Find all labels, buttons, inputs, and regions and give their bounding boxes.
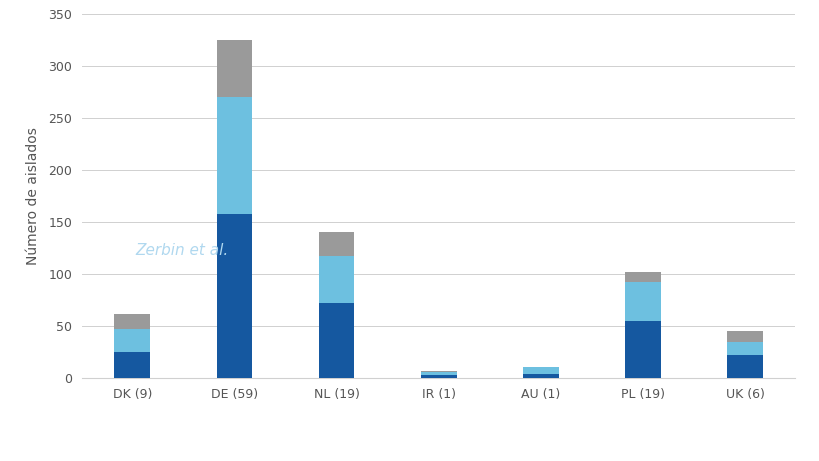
Bar: [319, 256, 354, 303]
Bar: [420, 371, 456, 372]
Bar: [420, 375, 456, 378]
Text: Zerbin et al.: Zerbin et al.: [135, 243, 229, 258]
Bar: [726, 331, 762, 342]
Bar: [624, 321, 660, 378]
Bar: [319, 232, 354, 256]
Bar: [624, 272, 660, 282]
Bar: [216, 97, 252, 213]
Bar: [726, 355, 762, 378]
Bar: [216, 213, 252, 378]
Bar: [523, 374, 558, 378]
Bar: [726, 342, 762, 355]
Y-axis label: Número de aislados: Número de aislados: [26, 127, 40, 265]
Bar: [216, 40, 252, 97]
Bar: [115, 313, 150, 329]
Bar: [624, 282, 660, 321]
Bar: [319, 303, 354, 378]
Legend: Escherichia coli, Clostridium perfringens type A, Clostridioides difficile: Escherichia coli, Clostridium perfringen…: [179, 458, 697, 461]
Bar: [115, 352, 150, 378]
Bar: [115, 329, 150, 352]
Bar: [523, 366, 558, 374]
Bar: [420, 372, 456, 375]
